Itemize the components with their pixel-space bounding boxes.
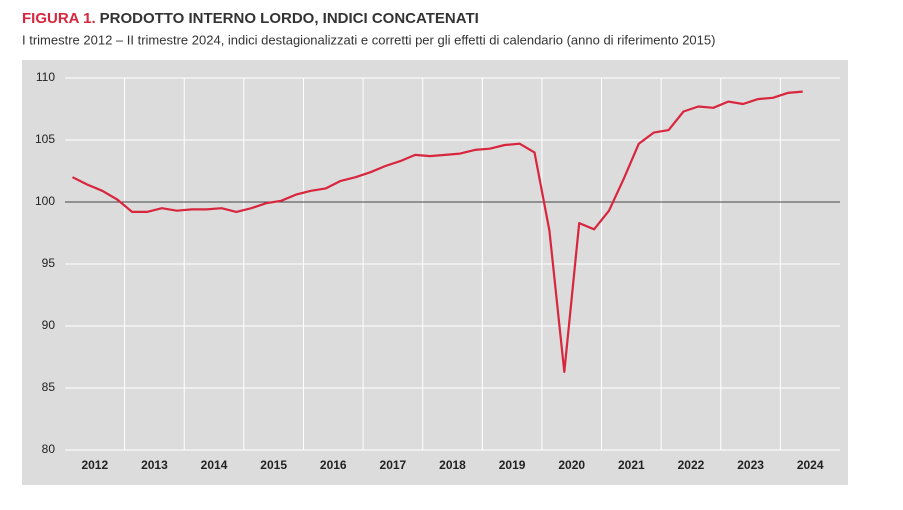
y-tick-label: 95 [42, 256, 56, 270]
figure-label: FIGURA 1. [22, 10, 96, 27]
x-tick-label: 2020 [558, 458, 585, 472]
chart-title: PRODOTTO INTERNO LORDO, INDICI CONCATENA… [100, 10, 479, 27]
x-tick-label: 2019 [499, 458, 526, 472]
y-tick-label: 90 [42, 318, 56, 332]
x-tick-label: 2013 [141, 458, 168, 472]
data-line [72, 90, 803, 373]
y-tick-label: 100 [35, 194, 55, 208]
x-tick-label: 2014 [201, 458, 228, 472]
x-tick-label: 2018 [439, 458, 466, 472]
x-tick-label: 2012 [81, 458, 108, 472]
x-tick-label: 2022 [678, 458, 705, 472]
x-tick-label: 2021 [618, 458, 645, 472]
x-tick-label: 2015 [260, 458, 287, 472]
y-tick-label: 80 [42, 442, 56, 456]
plot-background [22, 60, 848, 485]
x-tick-label: 2023 [737, 458, 764, 472]
x-tick-label: 2017 [380, 458, 407, 472]
y-tick-label: 85 [42, 380, 56, 394]
chart-subtitle: I trimestre 2012 – II trimestre 2024, in… [22, 32, 715, 47]
x-tick-label: 2024 [797, 458, 824, 472]
x-tick-label: 2016 [320, 458, 347, 472]
y-tick-label: 105 [35, 132, 55, 146]
y-tick-label: 110 [36, 70, 55, 84]
chart-title-group: FIGURA 1. PRODOTTO INTERNO LORDO, INDICI … [22, 10, 479, 27]
